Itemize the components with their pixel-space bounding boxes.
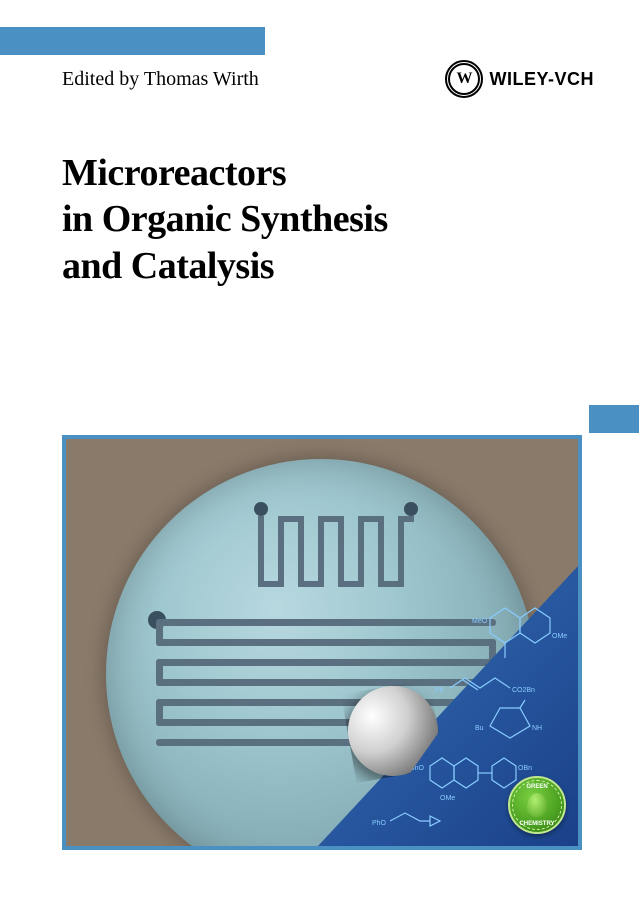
badge-text-bottom: CHEMISTRY xyxy=(519,821,554,827)
chem-label: Bu xyxy=(475,725,484,732)
title-line-3: and Catalysis xyxy=(62,243,388,289)
chem-label: OMe xyxy=(552,633,567,640)
chem-label: OMe xyxy=(440,795,455,802)
serpentine-channels-top xyxy=(236,499,436,594)
top-accent-bar xyxy=(0,27,265,55)
editor-prefix: Edited by xyxy=(62,68,139,90)
chem-label: CO2Bn xyxy=(512,687,535,694)
book-title: Microreactors in Organic Synthesis and C… xyxy=(62,150,388,289)
cover-image-frame: MeO OMe Ph CO2Bn Bu NH BnO OBn OMe P xyxy=(62,435,582,850)
green-chemistry-badge: GREEN CHEMISTRY xyxy=(508,776,566,834)
publisher-name: WILEY-VCH xyxy=(489,69,594,90)
leaf-icon xyxy=(527,793,547,817)
wiley-icon xyxy=(445,60,483,98)
chem-label: PhO xyxy=(372,820,387,827)
badge-text-top: GREEN xyxy=(526,784,547,790)
title-line-1: Microreactors xyxy=(62,150,388,196)
chem-label: MeO xyxy=(472,618,488,625)
chem-label: NH xyxy=(532,725,542,732)
title-line-2: in Organic Synthesis xyxy=(62,196,388,242)
editor-credit: Edited by Thomas Wirth xyxy=(62,68,259,91)
right-accent-bar xyxy=(589,405,639,433)
publisher-logo: WILEY-VCH xyxy=(445,60,594,98)
chem-label: OBn xyxy=(518,765,532,772)
editor-name: Thomas Wirth xyxy=(144,68,259,90)
chem-label: Ph xyxy=(435,687,444,694)
